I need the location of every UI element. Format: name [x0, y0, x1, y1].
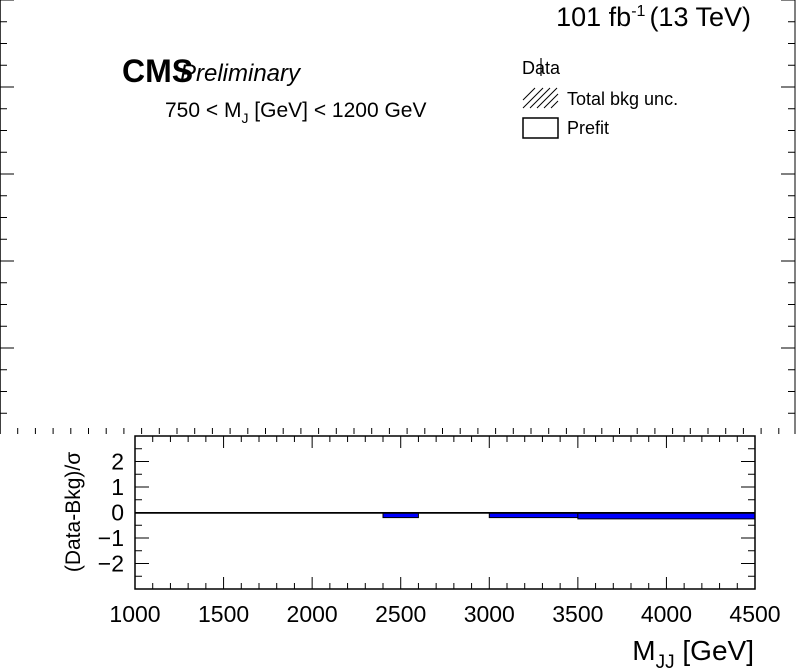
xtick-label: 1500 [198, 601, 249, 627]
legend-entry-prefit: Prefit [522, 117, 609, 139]
xtick-label: 3500 [552, 601, 603, 627]
main-panel [0, 0, 796, 434]
xtick-label: 2000 [287, 601, 338, 627]
xtick-label: 1000 [109, 601, 160, 627]
status-label: Preliminary [180, 60, 302, 87]
main-panel-ticks [0, 0, 795, 434]
ratio-panel: 210−1−2 1000 1500 2000 2500 3000 3500 4000 4500… [62, 435, 781, 627]
legend-entry-bkg-unc: Total bkg unc. [522, 87, 678, 109]
legend: Data Total bkg unc. Prefit [522, 58, 678, 139]
legend-label-prefit: Prefit [567, 118, 609, 138]
legend-label-data: Data [522, 58, 561, 78]
legend-entry-data: Data [522, 58, 561, 78]
ratio-ylabel: (Data-Bkg)/σ [62, 452, 85, 572]
xtick-label: 2500 [375, 601, 426, 627]
ytick-label: 0 [111, 500, 124, 526]
ratio-ticks [134, 436, 756, 589]
prefit-box-icon [522, 117, 559, 139]
lumi-label: 101 fb-1 (13 TeV) [556, 2, 751, 32]
experiment-label: CMS [122, 53, 193, 89]
ytick-label: 2 [111, 449, 124, 475]
xtick-label: 4500 [729, 601, 780, 627]
xtick-label: 3000 [464, 601, 515, 627]
ytick-label: 1 [111, 474, 124, 500]
xtick-label: 4000 [641, 601, 692, 627]
selection-label: 750 < MJ [GeV] < 1200 GeV [165, 99, 427, 126]
ratio-ytick-labels: 210−1−2 [98, 449, 124, 577]
xtick-labels: 1000 1500 2000 2500 3000 3500 4000 4500 [109, 601, 780, 627]
x-axis-label: MJJ [GeV] [632, 635, 754, 672]
legend-label-bkg-unc: Total bkg unc. [567, 89, 678, 109]
ytick-label: −2 [98, 551, 124, 577]
ytick-label: −1 [98, 525, 124, 551]
